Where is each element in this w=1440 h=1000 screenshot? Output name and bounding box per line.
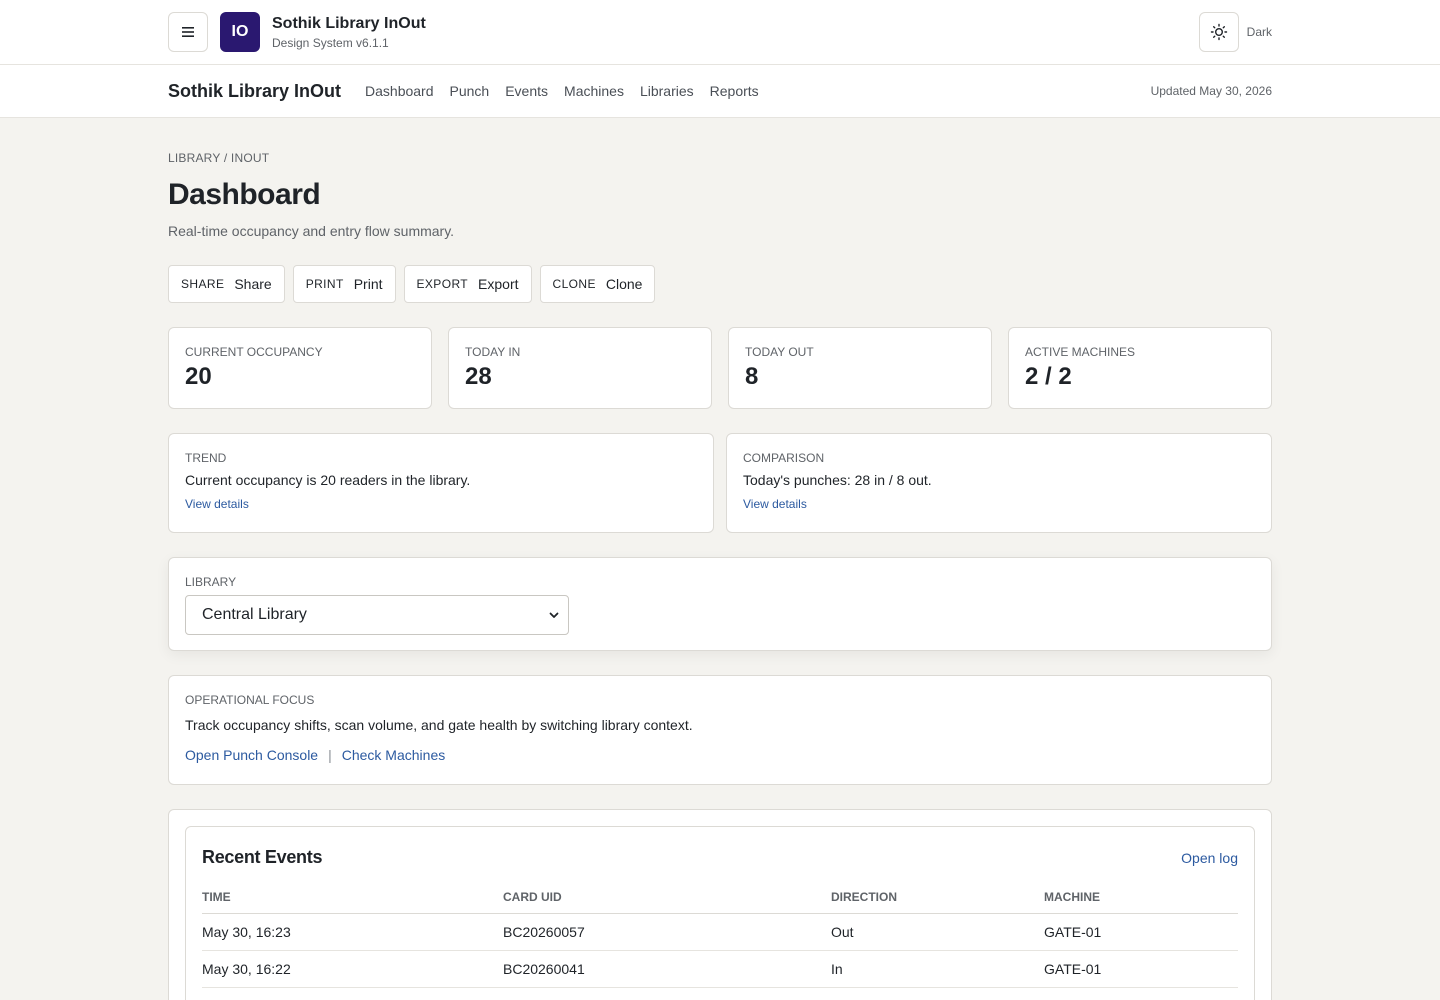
focus-label: OPERATIONAL FOCUS [185,693,315,707]
library-select[interactable]: Central Library [185,595,569,635]
check-machines-link[interactable]: Check Machines [341,747,446,763]
nav-link-events[interactable]: Events [505,83,549,99]
column-header-time[interactable]: TIME [202,890,503,914]
stat-card-today-out: TODAY OUT 8 [728,327,992,409]
stats-row: CURRENT OCCUPANCY 20 TODAY IN 28 TODAY O… [168,327,1272,409]
theme-toggle-area: Dark [1198,12,1272,52]
stat-card-today-in: TODAY IN 28 [448,327,712,409]
stat-label: CURRENT OCCUPANCY [185,345,323,359]
trend-label: TREND [185,451,227,465]
nav-links: Dashboard Punch Events Machines Librarie… [365,83,759,99]
updated-timestamp: Updated May 30, 2026 [1150,84,1272,98]
theme-toggle-button[interactable] [1198,12,1239,52]
chevron-down-icon [548,609,560,621]
cell-time: May 30, 16:22 [202,950,503,988]
action-bar: SHARE Share PRINT Print EXPORT Export CL… [168,265,1272,303]
stat-value: 20 [185,363,212,390]
table-row[interactable]: May 30, 16:22 BC20260041 In GATE-01 [202,950,1238,988]
cell-time: May 30, 16:23 [202,913,503,951]
clone-tag: CLONE [552,277,596,291]
library-selected-value: Central Library [202,606,307,623]
stat-label: TODAY OUT [745,345,814,359]
breadcrumb: LIBRARY / INOUT [168,151,270,165]
clone-button[interactable]: CLONE Clone [539,265,656,303]
stat-card-current-occupancy: CURRENT OCCUPANCY 20 [168,327,432,409]
trend-view-details-link[interactable]: View details [185,497,249,511]
trend-text: Current occupancy is 20 readers in the l… [185,472,471,488]
export-button[interactable]: EXPORT Export [403,265,532,303]
share-tag: SHARE [181,277,225,291]
stat-card-active-machines: ACTIVE MACHINES 2 / 2 [1008,327,1272,409]
stat-label: ACTIVE MACHINES [1025,345,1136,359]
print-button[interactable]: PRINT Print [292,265,396,303]
stat-label: TODAY IN [465,345,521,359]
column-header-direction[interactable]: DIRECTION [831,890,1044,914]
trend-card: TREND Current occupancy is 20 readers in… [168,433,714,533]
column-header-card-uid[interactable]: CARD UID [503,890,831,914]
recent-events-title: Recent Events [202,847,323,867]
page-title: Dashboard [168,178,321,211]
nav-brand[interactable]: Sothik Library InOut [168,80,342,101]
page-subtitle: Real-time occupancy and entry flow summa… [168,223,455,239]
comparison-label: COMPARISON [743,451,825,465]
export-tag: EXPORT [416,277,469,291]
cell-direction: In [831,950,1044,988]
export-label: Export [478,276,519,292]
nav-link-libraries[interactable]: Libraries [639,83,694,99]
share-label: Share [234,276,272,292]
open-log-link[interactable]: Open log [1181,849,1238,866]
focus-links: Open Punch Console | Check Machines [185,747,1255,763]
comparison-card: COMPARISON Today's punches: 28 in / 8 ou… [726,433,1272,533]
library-label: LIBRARY [185,575,237,589]
open-punch-console-link[interactable]: Open Punch Console [185,747,319,763]
print-tag: PRINT [305,277,344,291]
nav-link-reports[interactable]: Reports [709,83,759,99]
table-header-row: TIME CARD UID DIRECTION MACHINE [202,890,1238,914]
print-label: Print [353,276,383,292]
share-button[interactable]: SHARE Share [168,265,285,303]
theme-label[interactable]: Dark [1246,25,1272,39]
top-bar: IO Sothik Library InOut Design System v6… [0,0,1440,65]
menu-button[interactable] [168,12,208,52]
column-header-machine[interactable]: MACHINE [1044,890,1238,914]
events-table: TIME CARD UID DIRECTION MACHINE May 30, … [202,890,1238,988]
recent-events-card: Recent Events Open log TIME CARD UID DIR… [185,826,1255,1000]
nav-link-punch[interactable]: Punch [449,83,490,99]
nav-link-dashboard[interactable]: Dashboard [365,83,434,99]
nav-bar: Sothik Library InOut Dashboard Punch Eve… [0,65,1440,118]
brand-block: Sothik Library InOut Design System v6.1.… [272,14,426,51]
table-row[interactable]: May 30, 16:23 BC20260057 Out GATE-01 [202,913,1238,951]
clone-label: Clone [605,276,643,292]
cell-machine: GATE-01 [1044,913,1238,951]
cell-card-uid: BC20260041 [503,950,831,988]
focus-text: Track occupancy shifts, scan volume, and… [185,717,693,733]
stat-value: 2 / 2 [1025,363,1072,390]
link-separator: | [328,747,332,763]
comparison-view-details-link[interactable]: View details [743,497,807,511]
cell-card-uid: BC20260057 [503,913,831,951]
library-selector-card: LIBRARY Central Library [168,557,1272,651]
comparison-text: Today's punches: 28 in / 8 out. [743,472,932,488]
operational-focus-card: OPERATIONAL FOCUS Track occupancy shifts… [168,675,1272,785]
hamburger-icon [182,27,194,37]
app-logo: IO [220,12,260,52]
recent-events-panel: Recent Events Open log TIME CARD UID DIR… [168,809,1272,1000]
cell-direction: Out [831,913,1044,951]
insights-row: TREND Current occupancy is 20 readers in… [168,433,1272,533]
stat-value: 28 [465,363,492,390]
sun-icon [1210,23,1227,41]
stat-value: 8 [745,363,759,390]
brand-version: Design System v6.1.1 [272,35,389,50]
recent-events-header: Recent Events Open log [202,847,1238,868]
nav-link-machines[interactable]: Machines [564,83,624,99]
brand-name: Sothik Library InOut [272,14,426,32]
main-content: LIBRARY / INOUT Dashboard Real-time occu… [168,118,1272,1000]
cell-machine: GATE-01 [1044,950,1238,988]
